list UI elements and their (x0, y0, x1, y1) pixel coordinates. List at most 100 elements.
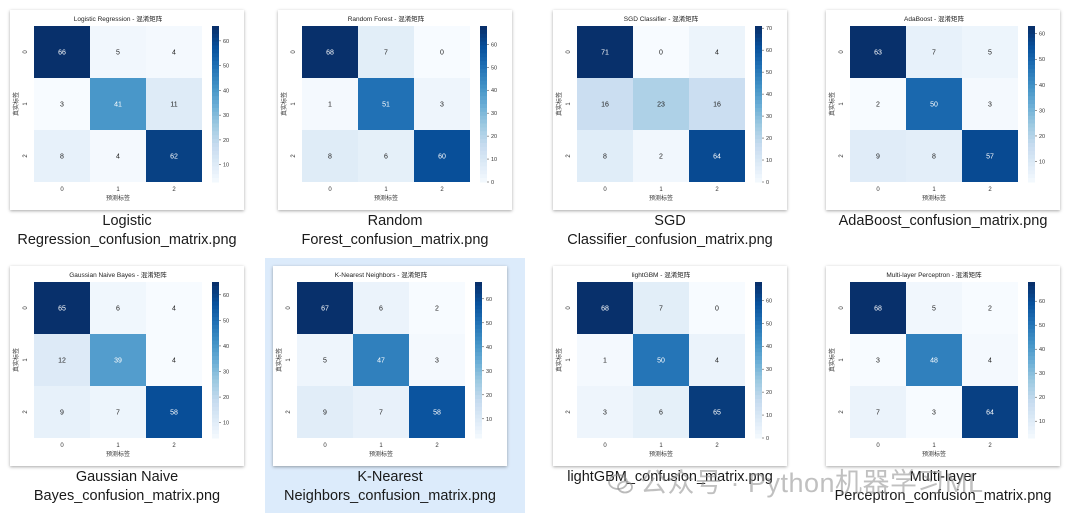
colorbar-segment (1028, 344, 1035, 349)
cell-value: 4 (172, 306, 176, 313)
watermark: 公众号 · Python机器学习ML (608, 461, 984, 500)
file-tile[interactable]: Logistic Regression - 混淆矩阵 66 5 4 3 41 11 8 4 62 0… (2, 2, 262, 257)
y-tick-label: 2 (23, 154, 29, 158)
colorbar-segment (475, 289, 482, 295)
file-name[interactable]: Gaussian Naive Bayes_confusion_matrix.pn… (33, 469, 221, 504)
colorbar-segment (212, 348, 219, 353)
colorbar-segment (755, 375, 762, 380)
colorbar-tick-label: 60 (223, 293, 229, 299)
heatmap-cell (906, 130, 962, 182)
y-tick-label: 1 (566, 102, 572, 106)
colorbar-segment (755, 135, 762, 140)
thumbnail[interactable]: Random Forest - 混淆矩阵 68 7 0 1 51 3 8 6 60 0 1 2 预测标签 0… (278, 10, 512, 210)
heatmap-cell (577, 386, 633, 438)
colorbar-segment (480, 100, 487, 105)
colorbar-segment (212, 61, 219, 66)
heatmap-cell (34, 282, 90, 334)
heatmap-cell (962, 334, 1018, 386)
file-name[interactable]: SGD Classifier_confusion_matrix.png (567, 213, 773, 248)
file-name[interactable]: Random Forest_confusion_matrix.png (301, 213, 489, 248)
colorbar-tick-label: 50 (1039, 57, 1045, 63)
colorbar-segment (755, 305, 762, 310)
colorbar-tick-label: 20 (766, 136, 772, 142)
cell-value: 48 (930, 358, 938, 365)
confusion-matrix-chart: Random Forest - 混淆矩阵 68 7 0 1 51 3 8 6 60 0 1 2 预测标签 0… (280, 14, 497, 202)
colorbar-segment (480, 139, 487, 144)
colorbar-segment (1028, 348, 1035, 353)
heatmap-cell (850, 386, 906, 438)
x-tick-label: 1 (384, 187, 388, 193)
colorbar-segment (755, 348, 762, 353)
colorbar-segment (755, 352, 762, 357)
thumbnail[interactable]: Multi-layer Perceptron - 混淆矩阵 68 5 2 3 48 4 7 3 6… (826, 266, 1060, 466)
cell-value: 58 (433, 410, 441, 417)
thumbnail[interactable]: K-Nearest Neighbors - 混淆矩阵 67 6 2 5 47 3 9 7 58 0 1… (273, 266, 507, 466)
file-tile[interactable]: lightGBM - 混淆矩阵 68 7 0 1 50 4 3 6 65 0 1 2 预测标签 0 1 2 真实标… (545, 258, 805, 513)
file-tile-selected[interactable]: K-Nearest Neighbors - 混淆矩阵 67 6 2 5 47 3 9 7 58 0 1… (265, 258, 525, 513)
colorbar-segment (212, 309, 219, 314)
thumbnail[interactable]: lightGBM - 混淆矩阵 68 7 0 1 50 4 3 6 65 0 1 2 预测标签 0 1 2 真实标… (553, 266, 787, 466)
colorbar-segment (755, 363, 762, 369)
colorbar-segment (1028, 131, 1035, 136)
thumbnail[interactable]: Logistic Regression - 混淆矩阵 66 5 4 3 41 11 8 4 62 0… (10, 10, 244, 210)
file-tile[interactable]: Multi-layer Perceptron - 混淆矩阵 68 5 2 3 48 4 7 3 6… (818, 258, 1078, 513)
colorbar-tick-label: 30 (491, 111, 497, 117)
colorbar-segment (475, 414, 482, 419)
colorbar-segment (480, 26, 487, 31)
file-tile[interactable]: Gaussian Naive Bayes - 混淆矩阵 65 6 4 12 39 4 9 7 58… (2, 258, 262, 513)
thumbnail[interactable]: AdaBoost - 混淆矩阵 63 7 5 2 50 3 9 8 57 0 1 2 预测标签 0 1 2 真实标… (826, 10, 1060, 210)
colorbar-segment (755, 111, 762, 117)
file-name[interactable]: K-Nearest Neighbors_confusion_matrix.png (284, 469, 496, 504)
colorbar-tick-label: 50 (1039, 323, 1045, 329)
cell-value: 2 (435, 306, 439, 313)
colorbar-segment (212, 26, 219, 31)
cell-value: 66 (58, 50, 66, 57)
thumbnail[interactable]: Gaussian Naive Bayes - 混淆矩阵 65 6 4 12 39 4 9 7 58… (10, 266, 244, 466)
colorbar-segment (1028, 162, 1035, 167)
x-tick-label: 1 (932, 187, 936, 193)
file-tile[interactable]: Random Forest - 混淆矩阵 68 7 0 1 51 3 8 6 60 0 1 2 预测标签 0… (270, 2, 530, 257)
colorbar-tick-label: 40 (223, 88, 229, 94)
colorbar-segment (1028, 49, 1035, 54)
colorbar-segment (480, 68, 487, 74)
file-name[interactable]: AdaBoost_confusion_matrix.png (838, 213, 1048, 229)
colorbar-segment (1028, 383, 1035, 388)
colorbar-segment (480, 119, 487, 124)
colorbar-segment (1028, 123, 1035, 128)
colorbar-segment (755, 367, 762, 373)
file-name[interactable]: Logistic Regression_confusion_matrix.png (17, 213, 237, 248)
colorbar-segment (1028, 297, 1035, 302)
colorbar-segment (755, 402, 762, 408)
wechat-icon (608, 474, 633, 494)
cell-value: 39 (114, 358, 122, 365)
colorbar-segment (1028, 53, 1035, 58)
file-tile[interactable]: SGD Classifier - 混淆矩阵 71 0 4 16 23 16 8 2 64 0 1 2 预测… (545, 2, 805, 257)
heatmap-cell (962, 26, 1018, 78)
colorbar-segment (475, 410, 482, 416)
heatmap-cell (689, 78, 745, 130)
colorbar-segment (1028, 88, 1035, 93)
colorbar-segment (212, 127, 219, 132)
colorbar-segment (1028, 328, 1035, 334)
heatmap-cell (358, 26, 414, 78)
colorbar-tick-label: 20 (486, 393, 492, 399)
colorbar-segment (212, 395, 219, 400)
y-tick-label: 2 (286, 410, 292, 414)
cell-value: 6 (659, 410, 663, 417)
cell-value: 7 (379, 410, 383, 417)
cell-value: 4 (172, 50, 176, 57)
y-tick-label: 2 (23, 410, 29, 414)
heatmap-cell (146, 26, 202, 78)
thumbnail[interactable]: SGD Classifier - 混淆矩阵 71 0 4 16 23 16 8 2 64 0 1 2 预测… (553, 10, 787, 210)
file-name[interactable]: lightGBM_confusion_matrix.png (567, 469, 773, 485)
heatmap-cell (34, 386, 90, 438)
heatmap-cell (962, 130, 1018, 182)
colorbar-segment (1028, 356, 1035, 361)
colorbar-segment (1028, 422, 1035, 427)
confusion-matrix-chart: Multi-layer Perceptron - 混淆矩阵 68 5 2 3 48 4 7 3 6… (828, 270, 1045, 458)
file-tile[interactable]: AdaBoost - 混淆矩阵 63 7 5 2 50 3 9 8 57 0 1 2 预测标签 0 1 2 真实标… (818, 2, 1078, 257)
colorbar-segment (212, 33, 219, 39)
file-name[interactable]: Multi-layer Perceptron_confusion_matrix.… (834, 469, 1052, 504)
cell-value: 8 (60, 154, 64, 161)
